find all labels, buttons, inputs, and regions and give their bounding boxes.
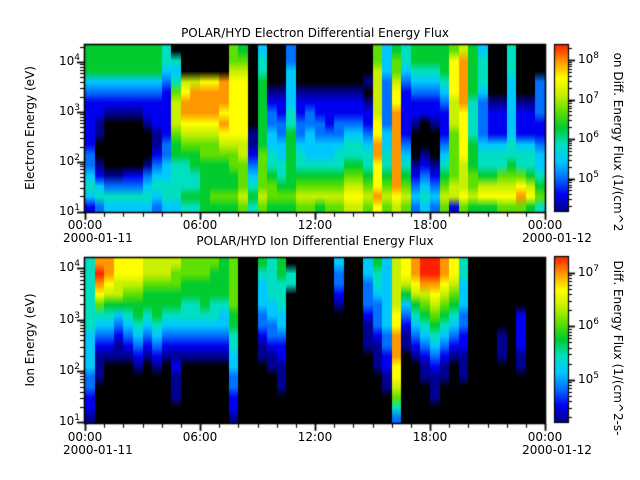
y-tick-label: 103 (58, 310, 80, 326)
x-tick-label: 00:00 (67, 430, 103, 444)
x-tick-label: 00:00 (527, 218, 563, 232)
y-tick-label: 102 (58, 152, 80, 168)
electron-panel-title: POLAR/HYD Electron Differential Energy F… (181, 26, 449, 40)
x-tick-label: 00:00 (527, 430, 563, 444)
ion-y-axis-label: Ion Energy (eV) (23, 293, 37, 387)
y-tick-label: 101 (58, 202, 80, 218)
colorbar-tick-label: 105 (578, 169, 600, 185)
x-tick-label: 00:00 (67, 218, 103, 232)
electron-colorbar-label: on Diff. Energy Flux (1/(cm^2 (611, 52, 625, 232)
y-tick-label: 102 (58, 361, 80, 377)
ion-panel-title: POLAR/HYD Ion Differential Energy Flux (196, 234, 434, 248)
ion-end-date: 2000-01-12 (522, 443, 592, 457)
ion-start-date: 2000-01-11 (63, 443, 133, 457)
x-tick-label: 12:00 (297, 218, 333, 232)
electron-end-date: 2000-01-12 (522, 231, 592, 245)
ion-colorbar-label: Diff. Energy Flux (1/(cm^2-s- (611, 260, 625, 436)
colorbar-tick-label: 106 (578, 316, 600, 332)
x-tick-label: 06:00 (182, 430, 218, 444)
y-tick-label: 101 (58, 412, 80, 428)
y-tick-label: 104 (58, 52, 80, 68)
colorbar-tick-label: 105 (578, 370, 600, 386)
x-tick-label: 12:00 (297, 430, 333, 444)
y-tick-label: 103 (58, 102, 80, 118)
electron-y-axis-label: Electron Energy (eV) (23, 66, 37, 190)
x-tick-label: 18:00 (412, 430, 448, 444)
x-tick-label: 18:00 (412, 218, 448, 232)
colorbar-tick-label: 108 (578, 50, 600, 66)
y-tick-label: 104 (58, 258, 80, 274)
electron-start-date: 2000-01-11 (63, 231, 133, 245)
x-tick-label: 06:00 (182, 218, 218, 232)
colorbar-tick-label: 107 (578, 90, 600, 106)
colorbar-tick-label: 106 (578, 129, 600, 145)
colorbar-tick-label: 107 (578, 263, 600, 279)
